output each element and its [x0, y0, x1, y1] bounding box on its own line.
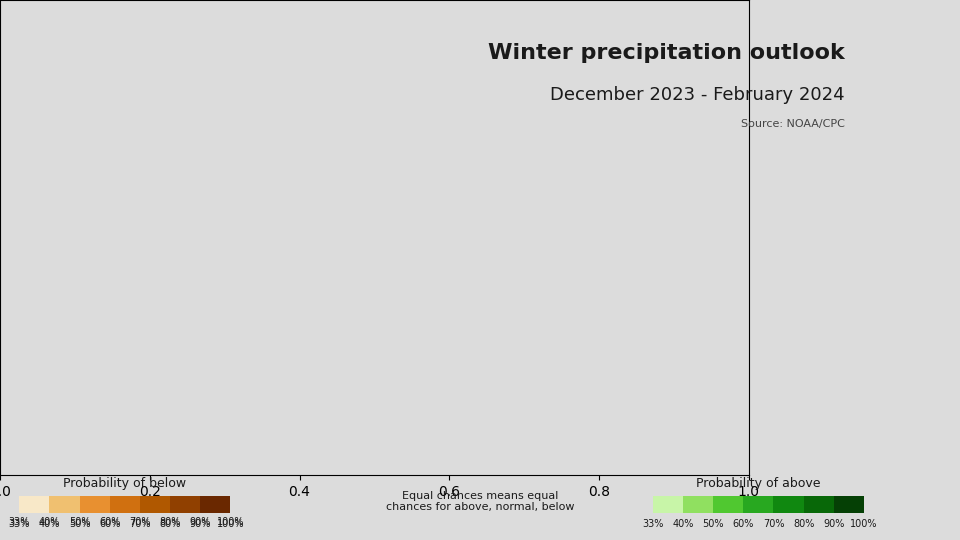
Bar: [834, 496, 864, 514]
Bar: [109, 496, 140, 514]
Text: 70%: 70%: [130, 517, 151, 527]
Bar: [80, 496, 109, 514]
Bar: [774, 496, 804, 514]
Text: 33%: 33%: [9, 519, 30, 529]
Text: 60%: 60%: [732, 519, 754, 529]
Text: 80%: 80%: [793, 519, 814, 529]
Bar: [201, 496, 230, 514]
Text: 33%: 33%: [642, 519, 663, 529]
Bar: [804, 496, 834, 514]
Text: Probability of below: Probability of below: [63, 477, 186, 490]
Text: 90%: 90%: [189, 517, 211, 527]
Text: 70%: 70%: [130, 519, 151, 529]
Bar: [743, 496, 774, 514]
Text: 60%: 60%: [99, 519, 120, 529]
Text: Equal chances means equal
chances for above, normal, below: Equal chances means equal chances for ab…: [386, 490, 574, 512]
Text: Probability of above: Probability of above: [696, 477, 821, 490]
Text: 80%: 80%: [159, 519, 180, 529]
Bar: [19, 496, 49, 514]
Text: 80%: 80%: [159, 517, 180, 527]
Text: Source: NOAA/CPC: Source: NOAA/CPC: [741, 119, 845, 129]
Text: 40%: 40%: [38, 519, 60, 529]
Bar: [140, 496, 170, 514]
Text: 100%: 100%: [217, 519, 244, 529]
Bar: [683, 496, 713, 514]
Text: 70%: 70%: [763, 519, 784, 529]
Text: 40%: 40%: [38, 517, 60, 527]
Text: 60%: 60%: [99, 517, 120, 527]
Bar: [713, 496, 743, 514]
Text: 50%: 50%: [69, 517, 90, 527]
Text: 40%: 40%: [672, 519, 694, 529]
Text: December 2023 - February 2024: December 2023 - February 2024: [550, 86, 845, 104]
Text: 50%: 50%: [703, 519, 724, 529]
Text: 90%: 90%: [189, 519, 211, 529]
Text: 50%: 50%: [69, 519, 90, 529]
Text: 100%: 100%: [851, 519, 877, 529]
Text: 100%: 100%: [217, 517, 244, 527]
Text: 90%: 90%: [823, 519, 845, 529]
Bar: [170, 496, 201, 514]
Text: 33%: 33%: [9, 517, 30, 527]
Bar: [49, 496, 80, 514]
Text: Winter precipitation outlook: Winter precipitation outlook: [488, 43, 845, 63]
Bar: [653, 496, 683, 514]
